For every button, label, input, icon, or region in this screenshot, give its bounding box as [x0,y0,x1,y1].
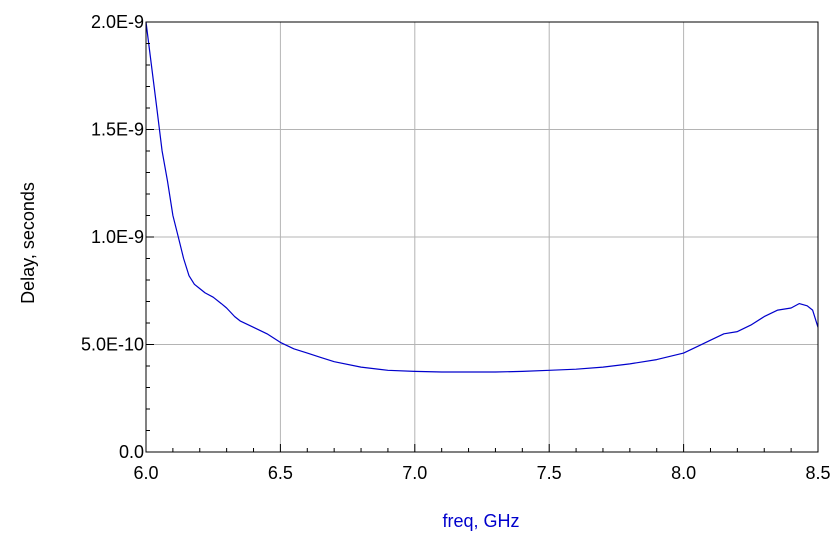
y-axis-title: Delay, seconds [18,182,38,304]
x-axis-title: freq, GHz [442,511,519,531]
series-group [145,21,819,373]
y-tick-label: 1.5E-9 [91,120,144,140]
y-tick-labels: 0.0 5.0E-10 1.0E-9 1.5E-9 2.0E-9 [81,12,144,462]
tick-marks [145,21,819,453]
x-tick-label: 7.5 [537,463,562,483]
x-tick-label: 6.5 [268,463,293,483]
x-tick-label: 6.0 [133,463,158,483]
x-tick-label: 8.5 [805,463,830,483]
grid-lines [146,22,818,452]
y-tick-label: 2.0E-9 [91,12,144,32]
delay-series-line [145,21,819,373]
y-tick-label: 1.0E-9 [91,227,144,247]
y-tick-label: 0.0 [119,442,144,462]
x-tick-label: 7.0 [402,463,427,483]
x-tick-labels: 6.0 6.5 7.0 7.5 8.0 8.5 [133,463,830,483]
x-tick-label: 8.0 [671,463,696,483]
y-tick-label: 5.0E-10 [81,335,144,355]
